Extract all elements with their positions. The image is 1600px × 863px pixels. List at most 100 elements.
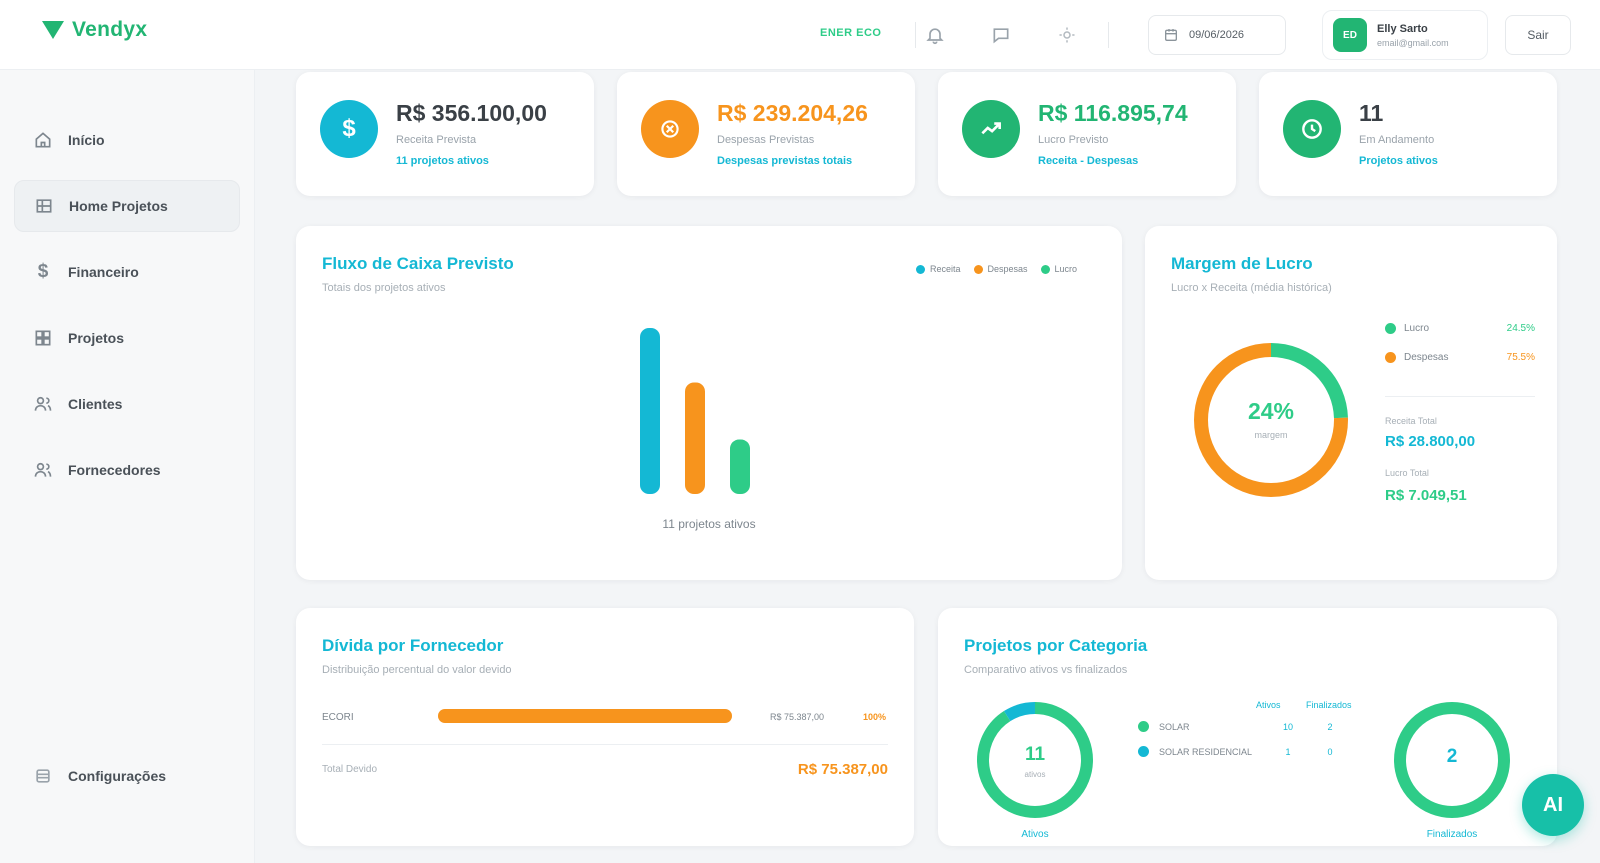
donut-center-label: margem bbox=[1254, 430, 1288, 440]
kpi-card-despesas: R$ 239.204,26 Despesas Previstas Despesa… bbox=[617, 72, 915, 196]
legend-dot bbox=[1138, 721, 1149, 732]
top-header: Vendyx ENER ECO 09/06/2026 ED Elly Sarto… bbox=[0, 0, 1600, 70]
lucro-value: R$ 7.049,51 bbox=[1385, 487, 1467, 504]
ai-assistant-button[interactable]: AI bbox=[1522, 774, 1584, 836]
sidebar-item-clientes[interactable]: Clientes bbox=[14, 378, 240, 430]
bar-despesas[interactable] bbox=[685, 382, 705, 494]
logo-icon bbox=[42, 21, 64, 39]
bell-icon[interactable] bbox=[922, 22, 948, 48]
debt-percent: 100% bbox=[862, 712, 886, 722]
donut-center-value: 24% bbox=[1247, 398, 1295, 424]
card-subtitle: Comparativo ativos vs finalizados bbox=[964, 664, 1128, 676]
legend-dot bbox=[916, 264, 925, 274]
kpi-link[interactable]: Despesas previstas totais bbox=[717, 155, 853, 167]
category-name: SOLAR RESIDENCIAL bbox=[1159, 746, 1253, 757]
app-logo[interactable]: Vendyx bbox=[42, 18, 147, 42]
total-value: R$ 75.387,00 bbox=[797, 761, 888, 778]
card-subtitle: Totais dos projetos ativos bbox=[322, 282, 446, 294]
bar-receita[interactable] bbox=[640, 328, 660, 494]
lucro-label: Lucro Total bbox=[1385, 468, 1429, 478]
sidebar-item-label: Fornecedores bbox=[68, 462, 161, 478]
clock-icon bbox=[1283, 100, 1341, 158]
sidebar-item-financeiro[interactable]: $ Financeiro bbox=[14, 246, 240, 298]
user-name: Elly Sarto bbox=[1377, 22, 1428, 35]
suppliers-icon bbox=[32, 459, 54, 481]
active-donut-chart bbox=[977, 702, 1093, 818]
user-menu[interactable]: ED Elly Sarto email@gmail.com bbox=[1322, 10, 1488, 60]
debt-card: Dívida por Fornecedor Distribuição perce… bbox=[296, 608, 914, 846]
sidebar-item-projetos[interactable]: Projetos bbox=[14, 312, 240, 364]
column-header-final: Finalizados bbox=[1306, 700, 1352, 710]
kpi-value: R$ 239.204,26 bbox=[717, 100, 868, 126]
donut-slice-solar[interactable] bbox=[1394, 702, 1510, 818]
finalized-count: 2 bbox=[1446, 746, 1458, 767]
finalized-donut-chart bbox=[1394, 702, 1510, 818]
category-name: SOLAR bbox=[1159, 721, 1190, 732]
calendar-icon bbox=[1165, 29, 1177, 41]
date-picker[interactable]: 09/06/2026 bbox=[1148, 15, 1286, 55]
card-subtitle: Lucro x Receita (média histórica) bbox=[1171, 282, 1332, 294]
theme-toggle-icon[interactable] bbox=[1054, 22, 1080, 48]
legend-value: 24.5% bbox=[1506, 323, 1535, 334]
chart-x-label: 11 projetos ativos bbox=[662, 517, 756, 531]
legend-item-despesas: Despesas 75.5% bbox=[1385, 352, 1535, 363]
donut-slice-despesas[interactable] bbox=[1194, 343, 1348, 497]
logout-button[interactable]: Sair bbox=[1505, 15, 1571, 55]
sidebar-item-configuracoes[interactable]: Configurações bbox=[14, 750, 240, 802]
legend-label: Despesas bbox=[987, 264, 1028, 274]
grid-icon bbox=[33, 195, 55, 217]
category-final: 2 bbox=[1327, 721, 1333, 732]
categories-card: Projetos por Categoria Comparativo ativo… bbox=[938, 608, 1557, 846]
debt-amount: R$ 75.387,00 bbox=[769, 712, 824, 722]
legend-item-lucro: Lucro 24.5% bbox=[1385, 323, 1535, 334]
margin-card: Margem de Lucro Lucro x Receita (média h… bbox=[1145, 226, 1557, 580]
wallet-icon bbox=[641, 100, 699, 158]
donut-slice-solar-residencial[interactable] bbox=[977, 702, 1093, 818]
active-sub: ativos bbox=[1024, 770, 1046, 779]
card-title: Fluxo de Caixa Previsto bbox=[322, 254, 514, 273]
bar-lucro[interactable] bbox=[730, 439, 750, 494]
category-final: 0 bbox=[1327, 746, 1333, 757]
settings-icon bbox=[32, 765, 54, 787]
divider bbox=[1108, 22, 1109, 48]
card-title: Dívida por Fornecedor bbox=[322, 636, 504, 655]
kpi-label: Lucro Previsto bbox=[1038, 134, 1109, 146]
sidebar-item-label: Home Projetos bbox=[69, 198, 168, 214]
company-badge[interactable]: ENER ECO bbox=[820, 27, 882, 39]
cashflow-bar-chart bbox=[640, 328, 750, 494]
active-caption: Ativos bbox=[1021, 829, 1049, 840]
date-value: 09/06/2026 bbox=[1189, 29, 1245, 41]
sidebar-item-fornecedores[interactable]: Fornecedores bbox=[14, 444, 240, 496]
legend-label: Despesas bbox=[1404, 352, 1449, 363]
kpi-link[interactable]: 11 projetos ativos bbox=[396, 155, 489, 167]
sidebar-item-label: Clientes bbox=[68, 396, 123, 412]
sidebar-item-label: Configurações bbox=[68, 768, 167, 784]
kpi-link[interactable]: Projetos ativos bbox=[1359, 155, 1438, 167]
kpi-card-andamento: 11 Em Andamento Projetos ativos bbox=[1259, 72, 1557, 196]
kpi-value: R$ 116.895,74 bbox=[1038, 100, 1188, 126]
category-row: SOLAR RESIDENCIAL 1 0 bbox=[1138, 746, 1350, 757]
category-row: SOLAR 10 2 bbox=[1138, 721, 1350, 732]
kpi-value: 11 bbox=[1359, 100, 1384, 126]
sidebar-item-label: Projetos bbox=[68, 330, 125, 346]
card-title: Margem de Lucro bbox=[1171, 254, 1313, 273]
divider bbox=[322, 744, 888, 745]
kpi-link[interactable]: Receita - Despesas bbox=[1038, 155, 1139, 167]
sidebar-item-label: Início bbox=[68, 132, 105, 148]
users-icon bbox=[32, 393, 54, 415]
sidebar: Início Home Projetos $ Financeiro Projet… bbox=[0, 70, 255, 863]
sidebar-item-label: Financeiro bbox=[68, 264, 139, 280]
chart-legend: Receita Despesas Lucro bbox=[916, 264, 1077, 274]
avatar: ED bbox=[1333, 18, 1367, 52]
sidebar-item-home-projetos[interactable]: Home Projetos bbox=[14, 180, 240, 232]
card-subtitle: Distribuição percentual do valor devido bbox=[322, 664, 512, 676]
legend-value: 75.5% bbox=[1506, 352, 1535, 363]
receita-label: Receita Total bbox=[1385, 416, 1437, 426]
sidebar-item-inicio[interactable]: Início bbox=[14, 114, 240, 166]
total-label: Total Devido bbox=[322, 764, 378, 775]
card-title: Projetos por Categoria bbox=[964, 636, 1148, 655]
kpi-card-lucro: R$ 116.895,74 Lucro Previsto Receita - D… bbox=[938, 72, 1236, 196]
legend-label: Lucro bbox=[1054, 264, 1078, 274]
debt-bar-track bbox=[438, 709, 732, 723]
chat-icon[interactable] bbox=[988, 22, 1014, 48]
